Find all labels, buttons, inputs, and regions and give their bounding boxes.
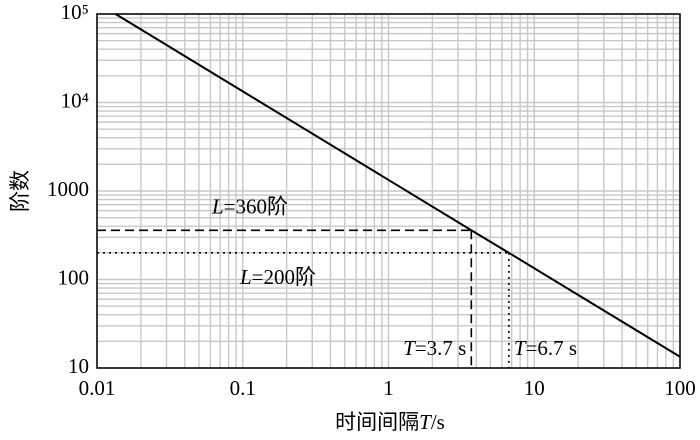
y-tick-label: 1000 <box>47 177 89 201</box>
x-tick-label: 1 <box>383 376 394 400</box>
x-axis-title: 时间间隔T/s <box>335 410 445 434</box>
reference-label-var: L <box>239 265 252 289</box>
y-tick-label: 10 <box>68 354 89 378</box>
x-tick-label: 10 <box>524 376 545 400</box>
grid <box>96 13 681 369</box>
reference-label-var: L <box>211 194 224 218</box>
reference-label-text: =200阶 <box>252 265 316 289</box>
reference-label-text: =360阶 <box>224 194 288 218</box>
x-axis-title-unit: /s <box>431 410 445 434</box>
x-axis-title-var: T <box>419 410 432 434</box>
reference-label: T=6.7 s <box>514 336 577 360</box>
reference-label-text: =6.7 s <box>526 336 578 360</box>
reference-label: T=3.7 s <box>403 336 466 360</box>
y-tick-label: 100 <box>58 265 90 289</box>
reference-label: L=360阶 <box>211 194 288 218</box>
data-line <box>115 13 681 358</box>
x-tick-label: 0.1 <box>230 376 256 400</box>
reference-label: L=200阶 <box>239 265 316 289</box>
x-tick-label: 100 <box>664 376 696 400</box>
plot-frame <box>96 13 681 369</box>
y-tick-label: 10⁵ <box>61 0 89 24</box>
x-tick-label: 0.01 <box>79 376 116 400</box>
reference-label-text: =3.7 s <box>415 336 467 360</box>
reference-label-var: T <box>403 336 416 360</box>
reference-label-var: T <box>514 336 527 360</box>
y-axis-title: 阶数 <box>8 170 32 212</box>
y-tick-label: 10⁴ <box>61 88 89 112</box>
x-axis-title-text: 时间间隔 <box>335 410 419 434</box>
